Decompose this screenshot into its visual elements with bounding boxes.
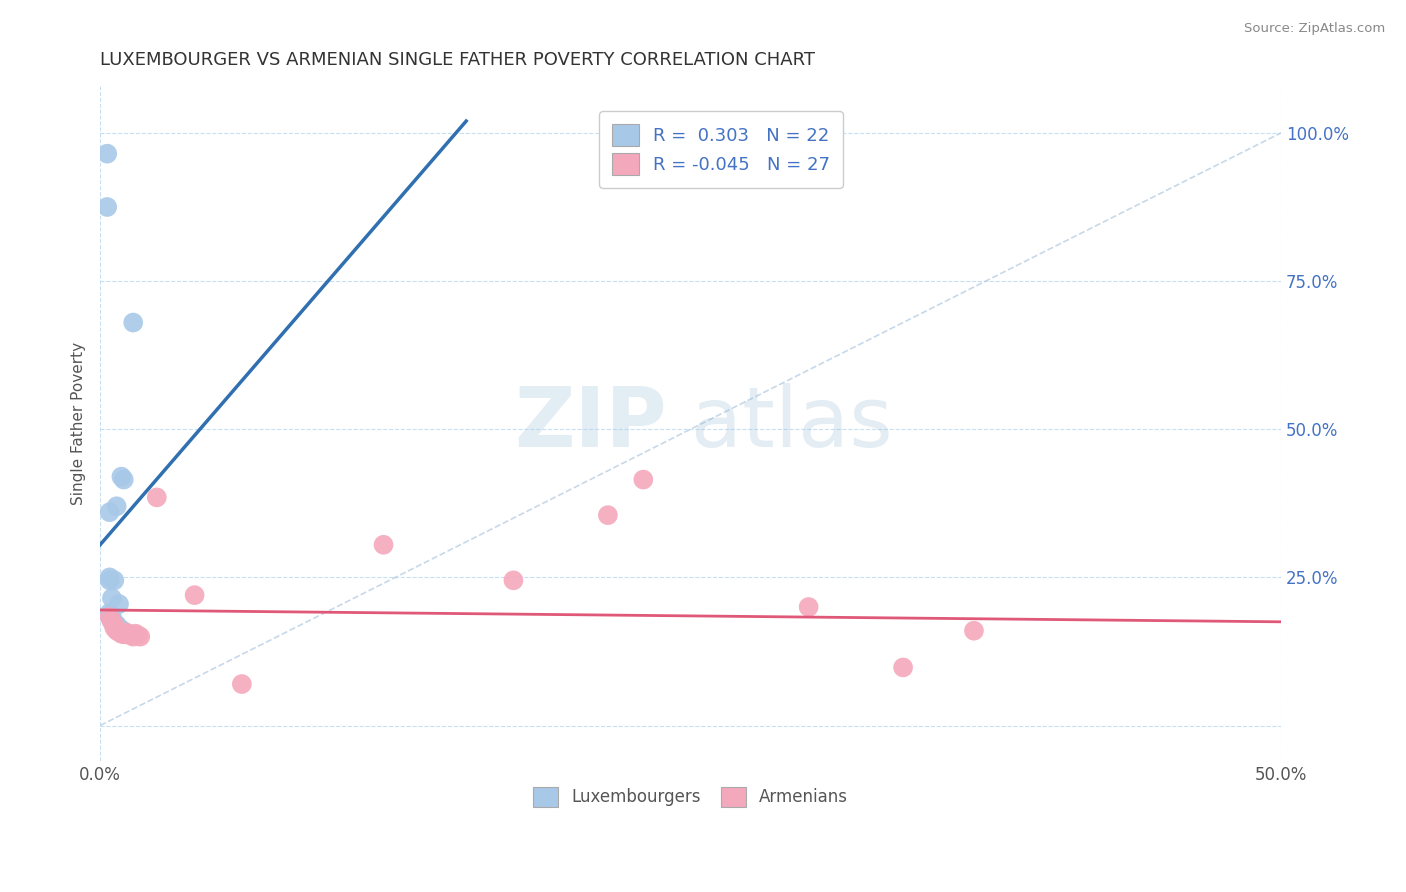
Text: ZIP: ZIP (515, 383, 666, 464)
Point (124, 626, 146, 640)
Point (103, 574, 125, 588)
Point (105, 617, 128, 632)
Point (891, 660, 914, 674)
Point (112, 627, 135, 641)
Point (373, 538, 395, 552)
Point (110, 469, 132, 483)
Text: Source: ZipAtlas.com: Source: ZipAtlas.com (1244, 22, 1385, 36)
Point (98, 608, 121, 623)
Point (183, 588, 205, 602)
Point (105, 624, 128, 638)
Point (231, 677, 253, 691)
Point (101, 613, 124, 627)
Point (129, 630, 152, 644)
Point (963, 624, 986, 638)
Point (103, 621, 125, 635)
Y-axis label: Single Father Poverty: Single Father Poverty (72, 342, 86, 505)
Point (115, 627, 138, 641)
Point (112, 626, 135, 640)
Point (146, 491, 169, 505)
Point (101, 610, 124, 624)
Point (502, 574, 524, 588)
Point (98, 505, 121, 519)
Point (105, 500, 128, 514)
Point (120, 628, 142, 642)
Point (103, 615, 125, 630)
Point (596, 508, 619, 523)
Point (122, 630, 145, 644)
Point (110, 623, 132, 637)
Point (633, 473, 655, 487)
Point (101, 591, 124, 606)
Point (108, 624, 131, 639)
Point (112, 624, 135, 639)
Point (117, 626, 139, 640)
Point (105, 619, 128, 633)
Legend: Luxembourgers, Armenians: Luxembourgers, Armenians (526, 780, 855, 814)
Point (98, 606, 121, 620)
Point (98, 610, 121, 624)
Text: LUXEMBOURGER VS ARMENIAN SINGLE FATHER POVERTY CORRELATION CHART: LUXEMBOURGER VS ARMENIAN SINGLE FATHER P… (100, 51, 815, 69)
Point (110, 626, 132, 640)
Point (108, 597, 131, 611)
Point (122, 316, 145, 330)
Point (101, 615, 124, 629)
Point (797, 599, 820, 614)
Point (115, 625, 138, 640)
Point (98, 574, 121, 588)
Point (96, 146, 118, 161)
Point (105, 623, 128, 637)
Point (112, 473, 135, 487)
Point (127, 628, 149, 642)
Point (96, 200, 118, 214)
Point (103, 617, 125, 632)
Text: atlas: atlas (690, 383, 893, 464)
Point (98, 570, 121, 584)
